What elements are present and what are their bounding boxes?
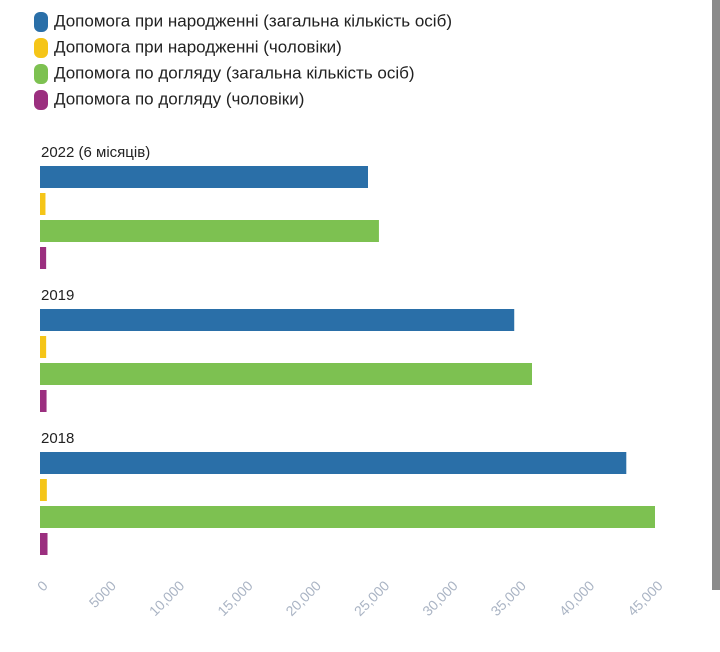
legend-marker: [34, 12, 48, 32]
scrollbar: [712, 0, 720, 590]
legend-label: Допомога при народженні (загальна кількі…: [54, 11, 452, 30]
legend-marker: [34, 64, 48, 84]
x-tick-label: 45,000: [624, 577, 666, 619]
bar: [40, 309, 515, 331]
category-label: 2018: [41, 430, 74, 447]
legend-label: Допомога при народженні (чоловіки): [54, 37, 342, 56]
bar: [40, 193, 46, 215]
category-label: 2019: [41, 287, 74, 304]
x-tick-label: 10,000: [146, 577, 188, 619]
x-tick-label: 0: [34, 577, 51, 594]
legend-label: Допомога по догляду (чоловіки): [54, 89, 304, 108]
bar: [40, 336, 47, 358]
bar: [40, 363, 532, 385]
bar: [40, 166, 368, 188]
bar: [40, 479, 47, 501]
x-tick-label: 40,000: [556, 577, 598, 619]
legend-marker: [34, 90, 48, 110]
x-tick-label: 25,000: [351, 577, 393, 619]
x-tick-label: 35,000: [487, 577, 529, 619]
bar: [40, 390, 47, 412]
bar: [40, 506, 655, 528]
bar: [40, 533, 48, 555]
bar: [40, 452, 627, 474]
x-tick-label: 20,000: [282, 577, 324, 619]
x-tick-label: 5000: [86, 577, 119, 610]
legend-label: Допомога по догляду (загальна кількість …: [54, 63, 415, 82]
category-label: 2022 (6 місяців): [41, 144, 150, 161]
bar: [40, 247, 47, 269]
x-tick-label: 30,000: [419, 577, 461, 619]
bar: [40, 220, 379, 242]
legend-marker: [34, 38, 48, 58]
x-tick-label: 15,000: [214, 577, 256, 619]
